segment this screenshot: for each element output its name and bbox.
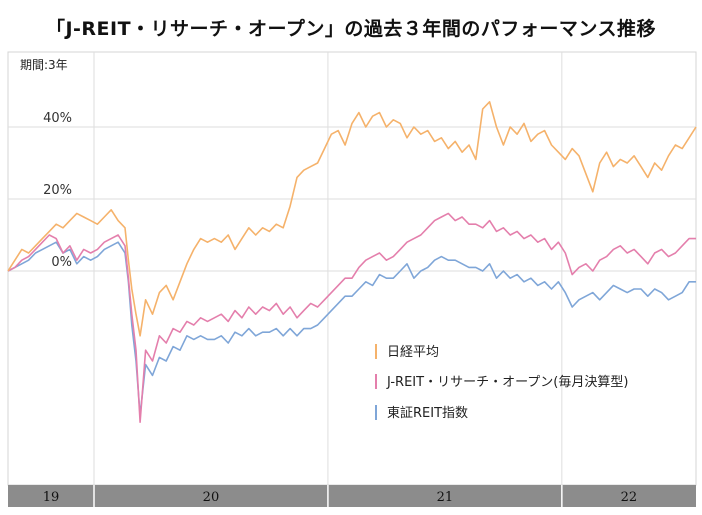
x-tick-label: 19 xyxy=(43,490,60,505)
series-group xyxy=(7,101,697,423)
legend-label: 日経平均 xyxy=(387,345,439,360)
x-tick-label: 21 xyxy=(437,490,454,505)
series-line xyxy=(7,212,696,423)
legend-label: J-REIT・リサーチ・オープン(毎月決算型) xyxy=(386,374,628,390)
x-tick-label: 22 xyxy=(621,490,638,505)
y-tick-label: 0% xyxy=(51,255,72,270)
y-tick-label: 20% xyxy=(43,183,72,198)
x-axis-band: 19 20 21 22 xyxy=(8,485,696,507)
chart-title: 「J-REIT・リサーチ・オープン」の過去３年間のパフォーマンス推移 xyxy=(45,18,657,40)
grid: 40% 20% 0% xyxy=(8,52,696,485)
plot-area xyxy=(7,51,697,486)
legend-label: 東証REIT指数 xyxy=(387,405,468,421)
x-axis-bar xyxy=(8,485,696,507)
legend: 日経平均 J-REIT・リサーチ・オープン(毎月決算型) 東証REIT指数 xyxy=(375,344,628,421)
x-tick-label: 20 xyxy=(203,490,220,505)
series-line xyxy=(7,101,697,337)
period-label: 期間:3年 xyxy=(20,58,68,72)
y-tick-label: 40% xyxy=(43,111,72,126)
